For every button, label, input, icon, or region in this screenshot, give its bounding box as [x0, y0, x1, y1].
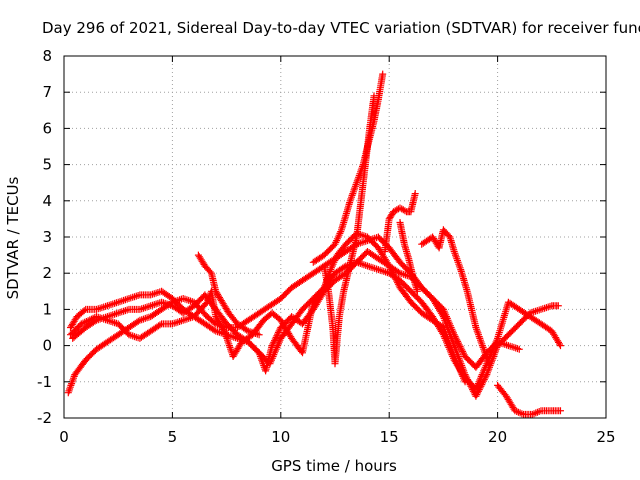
grid	[64, 56, 606, 418]
series-track-1	[64, 233, 562, 400]
y-tick-label: -2	[37, 409, 52, 427]
y-tick-label: 3	[42, 228, 52, 246]
series-track-9	[396, 219, 421, 295]
data-marks	[64, 70, 564, 418]
x-tick-label: 5	[168, 428, 178, 446]
y-tick-label: 2	[42, 264, 52, 282]
plus-markers	[194, 251, 263, 339]
y-tick-label: 6	[42, 119, 52, 137]
series-track-4	[67, 229, 469, 386]
y-tick-label: 8	[42, 47, 52, 65]
series-track-10	[418, 226, 493, 368]
y-tick-label: 0	[42, 337, 52, 355]
plus-markers	[494, 381, 564, 418]
y-tick-label: 4	[42, 192, 52, 210]
x-tick-label: 15	[380, 428, 399, 446]
x-tick-label: 10	[271, 428, 290, 446]
y-tick-label: 5	[42, 156, 52, 174]
plus-markers	[381, 190, 419, 255]
y-axis-label: SDTVAR / TECUs	[4, 176, 22, 299]
y-tick-label: 1	[42, 300, 52, 318]
series-track-8	[381, 190, 419, 255]
y-tick-label: 7	[42, 83, 52, 101]
series-track-5	[194, 251, 263, 339]
axes: 0 5 10 15 20 25 -2 -1 0 1 2 3 4 5 6 7 8	[37, 47, 616, 446]
plus-markers	[396, 219, 421, 295]
plus-markers	[64, 233, 562, 400]
plus-markers	[309, 70, 387, 266]
x-tick-label: 0	[59, 428, 69, 446]
series-track-7	[309, 70, 387, 266]
x-axis-label: GPS time / hours	[271, 457, 397, 475]
x-tick-label: 20	[488, 428, 507, 446]
plus-markers	[418, 226, 493, 368]
y-tick-label: -1	[37, 373, 52, 391]
chart-title: Day 296 of 2021, Sidereal Day-to-day VTE…	[42, 19, 640, 37]
plus-markers	[67, 229, 469, 386]
series-track-11	[494, 381, 564, 418]
x-tick-label: 25	[596, 428, 615, 446]
